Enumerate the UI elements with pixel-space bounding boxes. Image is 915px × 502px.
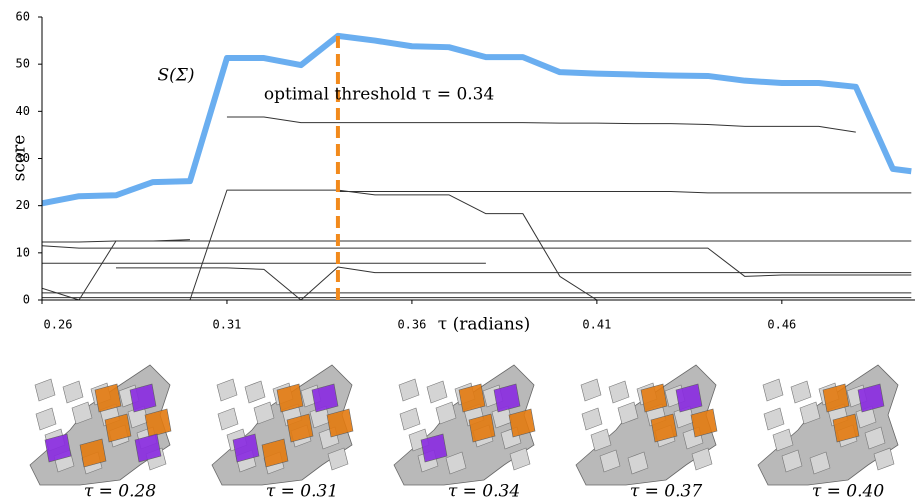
mesh-cell [582,408,602,430]
mesh-thumbnail [576,365,717,485]
x-tick-label: 0.36 [397,318,426,332]
mesh-cell [217,379,237,401]
mesh-cell [581,379,601,401]
thumbnail-caption: τ = 0.31 [266,482,338,502]
mesh-cell [400,408,420,430]
mesh-cell [763,379,783,401]
component-line [42,246,911,277]
x-tick-label: 0.41 [582,318,611,332]
component-line [338,192,911,193]
y-tick-label: 30 [16,151,30,165]
mesh-cell [218,408,238,430]
mesh-thumbnail [394,365,535,485]
component-line [190,190,597,300]
score-line [42,36,911,203]
mesh-cell [609,381,629,403]
y-tick-label: 20 [16,198,30,212]
y-tick-label: 60 [16,10,30,24]
mesh-cell [63,381,83,403]
y-tick-label: 40 [16,104,30,118]
component-line [42,241,911,242]
mesh-thumbnail [758,365,898,485]
thumbnail-caption: τ = 0.40 [812,482,884,502]
mesh-cell [399,379,419,401]
thumbnail-caption: τ = 0.37 [630,482,702,502]
mesh-thumbnail [30,365,171,485]
x-tick-label: 0.31 [213,318,242,332]
threshold-label: optimal threshold τ = 0.34 [264,85,494,105]
mesh-thumbnail [212,365,353,485]
x-tick-label: 0.46 [767,318,796,332]
figure: score τ (radians) S(Σ) τ = 0.28τ = 0.31τ… [0,0,915,502]
component-line [116,267,911,300]
y-tick-label: 50 [16,57,30,71]
y-tick-label: 10 [16,245,30,259]
x-tick-label: 0.26 [44,318,73,332]
mesh-cell [35,379,55,401]
component-line [42,240,190,300]
component-line [227,117,856,132]
mesh-cell [791,381,811,403]
mesh-cell [764,408,784,430]
mesh-cell [36,408,56,430]
x-axis-label: τ (radians) [438,315,530,335]
mesh-cell [427,381,447,403]
y-tick-label: 0 [23,293,30,307]
thumbnails: τ = 0.28 τ = 0.31 τ = 0.34 τ = 0.37 τ = 0.40 [30,365,898,502]
series-label: S(Σ) [158,66,195,86]
mesh-cell [245,381,265,403]
thumbnail-caption: τ = 0.34 [448,482,520,502]
thumbnail-caption: τ = 0.28 [84,482,156,502]
